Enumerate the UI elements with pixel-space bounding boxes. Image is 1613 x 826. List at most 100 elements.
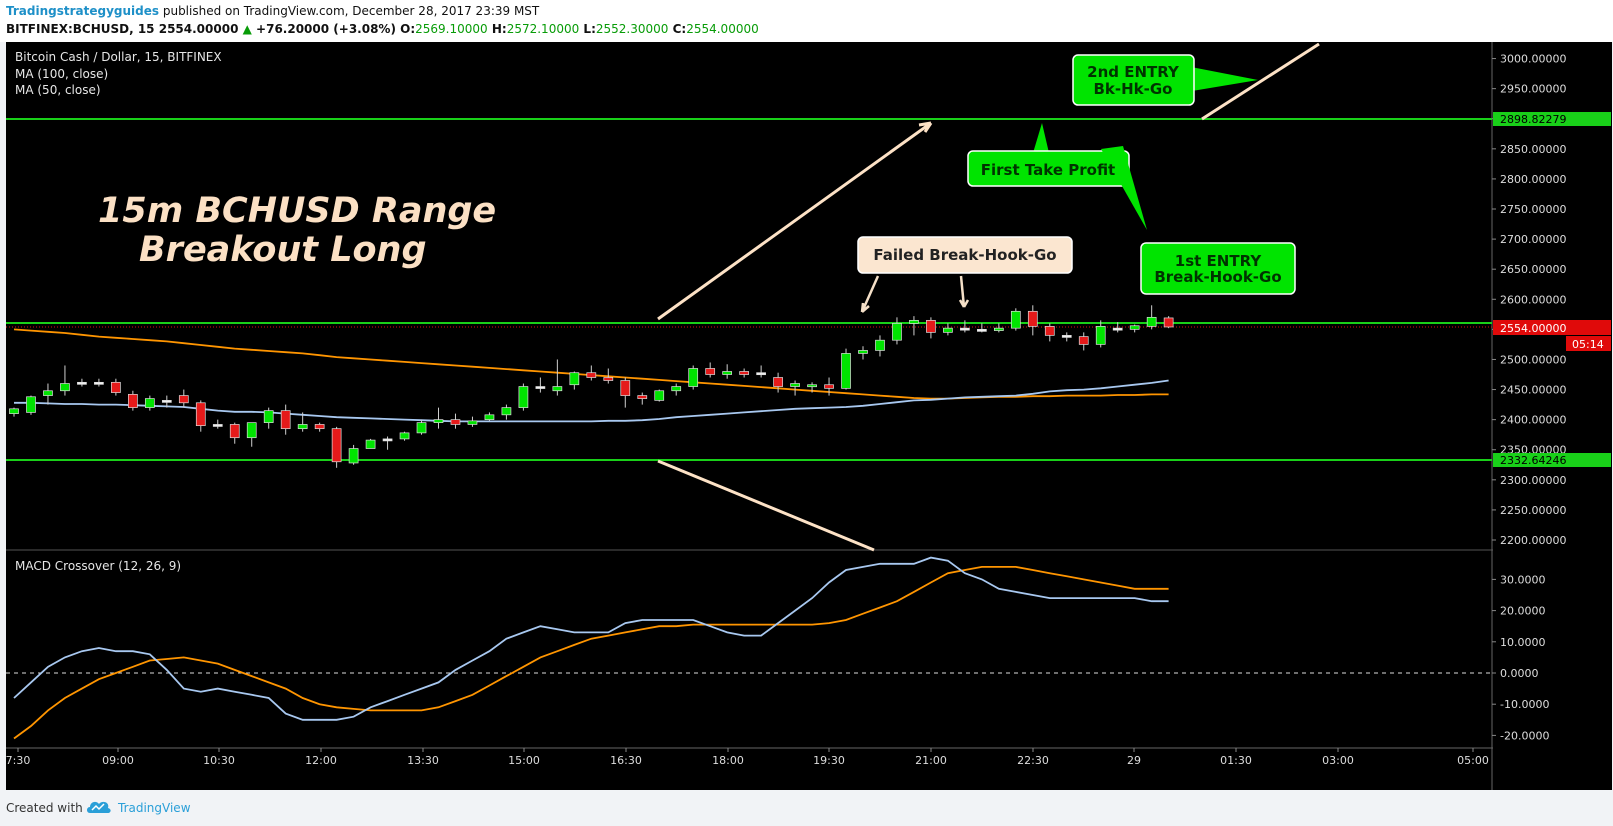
entry2-label-line1: 2nd ENTRY [1087,63,1180,81]
price-tick-label: 2450.00000 [1500,384,1566,397]
candle-body [1078,336,1089,345]
candle-body [1163,317,1174,328]
time-label: 10:30 [203,754,235,767]
title-line1: 15m BCHUSD Range [98,191,496,231]
failed-bhg-box [857,236,1073,274]
entry1-label-line1: 1st ENTRY [1175,252,1263,270]
ma100-line [13,328,1169,400]
candle-body [467,420,478,425]
time-label: 15:00 [508,754,540,767]
price-change: +76.20000 (+3.08%) [256,22,396,36]
candle-body [569,372,580,386]
symbol-label: BITFINEX:BCHUSD, 15 [6,22,155,36]
candle-body [637,395,648,399]
entry2-pointer [1186,66,1258,92]
resistance-badge-label: 2898.82279 [1500,113,1566,126]
price-tick-label: 2850.00000 [1500,143,1566,156]
price-tick-label: 2950.00000 [1500,83,1566,96]
last-price: 2554.00000 [158,22,239,36]
time-label: 09:00 [102,754,134,767]
time-label: 03:00 [1322,754,1354,767]
candle-body [790,383,800,387]
candle-body [1061,335,1072,338]
candle-body [501,407,512,416]
failed-bhg-label: Failed Break-Hook-Go [873,246,1056,264]
support-badge [1493,453,1611,467]
candle-body [484,414,495,420]
time-label: 22:30 [1017,754,1049,767]
candle-body [875,339,885,351]
candle-body [518,386,529,408]
candle-body [1010,310,1021,329]
symbol-legend[interactable]: Bitcoin Cash / Dollar, 15, BITFINEX [15,50,222,64]
candle-body [246,422,257,439]
candle-body [552,386,563,392]
macd-legend[interactable]: MACD Crossover (12, 26, 9) [15,559,182,573]
candle-body [212,424,223,427]
ma50-line [14,379,1169,423]
publish-line: Tradingstrategyguides published on Tradi… [6,4,539,18]
low-value: 2552.30000 [595,22,669,36]
candle-body [841,353,851,389]
candle-body [1095,326,1106,345]
countdown-label: 05:14 [1572,338,1604,351]
ma100-path [13,328,1169,400]
macd-line [13,556,1169,721]
candle-body [688,368,699,387]
candle-body [960,327,970,331]
candle-body [1129,325,1140,330]
candle-body [926,319,936,333]
created-with-text: Created with [6,801,83,815]
close-label: C: [672,22,687,36]
price-tick-label: 2700.00000 [1500,233,1566,246]
current-price-badge [1493,320,1611,335]
grid [6,42,1612,790]
time-label: 12:00 [305,754,337,767]
time-label: 7:30 [6,754,30,767]
chart-canvas[interactable]: First Take Profit 1st ENTRY Break-Hook-G… [6,42,1612,790]
ma100-legend[interactable]: MA (100, close) [15,67,109,81]
price-tick-label: 2250.00000 [1500,504,1566,517]
support-badge-label: 2332.64246 [1500,454,1566,467]
candle-body [280,410,291,430]
candle-body [671,386,682,392]
entry1-box [1140,242,1296,295]
candle-body [263,410,274,423]
candle-body [26,396,36,413]
ma50-path [14,379,1169,423]
close-value: 2554.00000 [686,22,759,36]
time-label: 19:30 [813,754,845,767]
tradingview-link[interactable]: TradingView [118,801,191,815]
candle-body [1146,316,1157,327]
candle-body [943,327,953,333]
entry2-label-line2: Bk-Hk-Go [1093,80,1172,98]
candle-body [128,394,138,408]
time-label: 16:30 [610,754,642,767]
candle-body [603,377,614,381]
macd-signal-line [13,566,1169,740]
price-tick-label: 2800.00000 [1500,173,1566,186]
high-value: 2572.10000 [506,22,580,36]
time-label: 29 [1127,754,1141,767]
price-tick-label: 2300.00000 [1500,474,1566,487]
price-tick-label: 3000.00000 [1500,53,1566,66]
candle-body [756,372,766,376]
candle-body [909,319,919,324]
ma50-legend[interactable]: MA (50, close) [15,83,101,97]
price-tick-label: 2650.00000 [1500,263,1566,276]
resistance-badge [1493,112,1611,126]
high-label: H: [491,22,507,36]
candle-body [331,428,342,463]
footer: Created with TradingView [0,790,1613,826]
author-link[interactable]: Tradingstrategyguides [6,4,160,18]
candle-body [722,371,733,375]
candle-body [399,432,410,440]
price-tick-label: 2500.00000 [1500,353,1566,366]
candle-body [348,448,359,464]
current-price-badge-label: 2554.00000 [1500,322,1566,335]
time-label: 01:30 [1220,754,1252,767]
chart-area[interactable]: First Take Profit 1st ENTRY Break-Hook-G… [6,42,1612,790]
macd-tick-label: -10.0000 [1500,698,1549,711]
time-label: 13:30 [407,754,439,767]
tradingview-cloud-icon[interactable] [86,799,112,815]
